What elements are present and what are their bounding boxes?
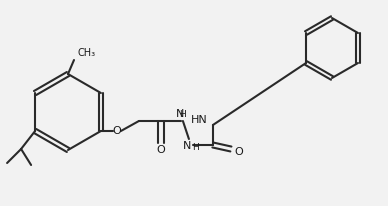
Text: HN: HN xyxy=(191,115,207,125)
Text: H: H xyxy=(192,144,199,152)
Text: N: N xyxy=(183,141,191,151)
Text: CH₃: CH₃ xyxy=(77,48,95,58)
Text: O: O xyxy=(156,145,165,155)
Text: O: O xyxy=(113,126,121,136)
Text: H: H xyxy=(180,110,186,118)
Text: N: N xyxy=(176,109,184,119)
Text: O: O xyxy=(234,147,243,157)
